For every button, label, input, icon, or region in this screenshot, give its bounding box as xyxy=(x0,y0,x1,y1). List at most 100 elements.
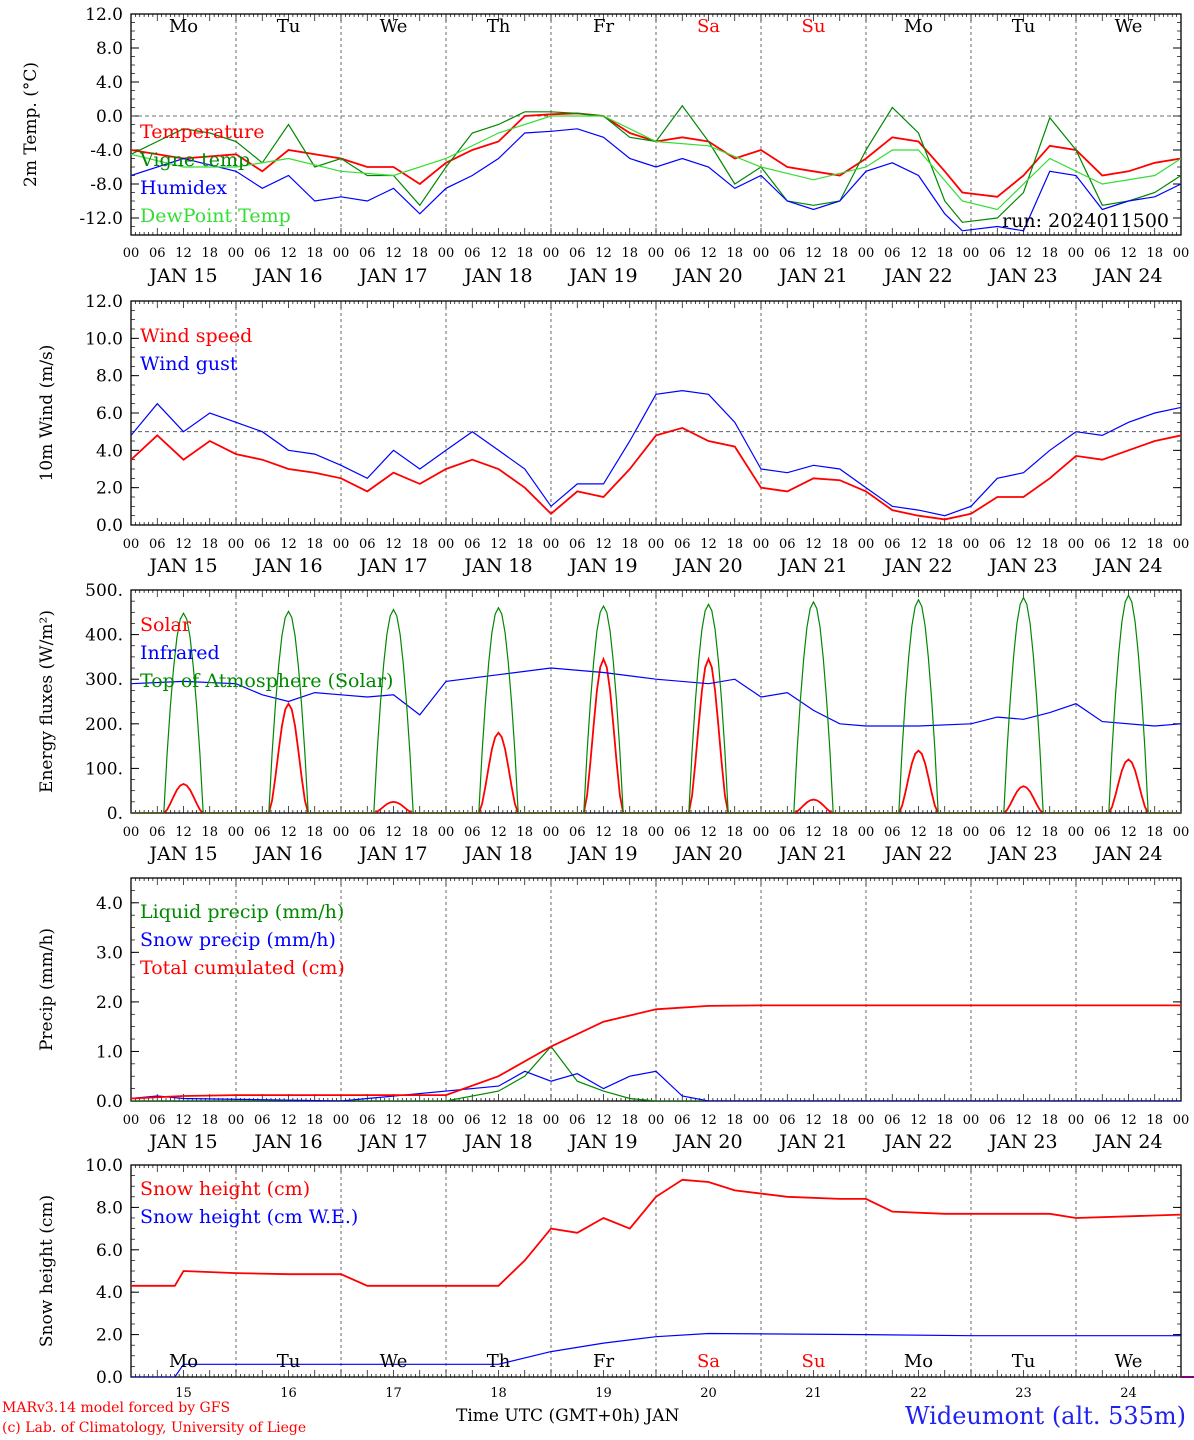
hour-tick-label: 06 xyxy=(1094,825,1111,840)
hour-tick-label: 12 xyxy=(490,537,507,552)
hour-tick-label: 18 xyxy=(726,825,743,840)
hour-tick-label: 12 xyxy=(910,537,927,552)
day-number-label: 19 xyxy=(595,1386,612,1401)
y-tick-label: -4.0 xyxy=(90,141,123,161)
hour-tick-label: 06 xyxy=(779,825,796,840)
y-tick-label: 8.0 xyxy=(96,1198,123,1218)
panel-5: 10.0 8.0 6.0 4.0 2.0 0.0 Snow height (cm) Snow … xyxy=(37,1156,1194,1401)
hour-tick-label: 00 xyxy=(1068,537,1085,552)
y-tick-label: 12.0 xyxy=(85,292,123,312)
hour-tick-label: 18 xyxy=(1041,825,1058,840)
y-tick-label: 2.0 xyxy=(96,479,123,499)
date-label: JAN 22 xyxy=(882,265,952,287)
hour-tick-label: 12 xyxy=(805,1113,822,1128)
day-number-label: 23 xyxy=(1015,1386,1032,1401)
hour-tick-label: 06 xyxy=(674,246,691,261)
y-tick-label: 4.0 xyxy=(96,441,123,461)
date-label: JAN 24 xyxy=(1092,843,1162,865)
hour-tick-label: 12 xyxy=(805,825,822,840)
legend-entry: Top of Atmosphere (Solar) xyxy=(140,670,393,692)
hour-tick-label: 00 xyxy=(963,825,980,840)
hour-tick-label: 00 xyxy=(1173,246,1190,261)
series-line-dewpoint-temp xyxy=(131,115,1181,211)
series-line-wind-gust xyxy=(131,389,1181,517)
hour-tick-label: 00 xyxy=(753,537,770,552)
hour-tick-label: 12 xyxy=(1120,1113,1137,1128)
date-label: JAN 18 xyxy=(462,265,532,287)
weekday-label: We xyxy=(380,16,408,37)
legend-entry: Snow precip (mm/h) xyxy=(140,929,336,951)
hour-tick-label: 18 xyxy=(516,825,533,840)
hour-tick-label: 18 xyxy=(726,537,743,552)
date-label: JAN 19 xyxy=(567,555,637,577)
series-line-wind-speed xyxy=(131,426,1181,521)
hour-tick-label: 06 xyxy=(464,246,481,261)
panel-3: 500. 400. 300. 200. 100. 0. Energy fluxes (W/m… xyxy=(37,581,1189,865)
y-tick-label: 6.0 xyxy=(96,1241,123,1261)
hour-tick-label: 18 xyxy=(411,825,428,840)
hour-tick-label: 18 xyxy=(621,825,638,840)
hour-tick-label: 00 xyxy=(228,1113,245,1128)
hour-tick-label: 12 xyxy=(700,246,717,261)
hour-tick-label: 12 xyxy=(910,825,927,840)
hour-tick-label: 12 xyxy=(1120,825,1137,840)
hour-tick-label: 12 xyxy=(280,246,297,261)
y-tick-label: 300. xyxy=(85,670,123,690)
hour-tick-label: 18 xyxy=(516,1113,533,1128)
hour-tick-label: 00 xyxy=(858,1113,875,1128)
hour-tick-label: 18 xyxy=(1146,825,1163,840)
hour-tick-label: 00 xyxy=(438,1113,455,1128)
day-number-label: 24 xyxy=(1120,1386,1137,1401)
legend-entry: Wind gust xyxy=(140,353,238,375)
y-tick-label: 400. xyxy=(85,626,123,646)
hour-tick-label: 18 xyxy=(936,1113,953,1128)
hour-tick-label: 06 xyxy=(359,537,376,552)
hour-tick-label: 12 xyxy=(910,246,927,261)
hour-tick-label: 12 xyxy=(280,537,297,552)
hour-tick-label: 06 xyxy=(569,1113,586,1128)
hour-tick-label: 00 xyxy=(963,1113,980,1128)
legend-entry: Infrared xyxy=(140,642,220,664)
hour-tick-label: 00 xyxy=(1173,1113,1190,1128)
hour-tick-label: 06 xyxy=(989,537,1006,552)
hour-tick-label: 06 xyxy=(779,246,796,261)
hour-tick-label: 18 xyxy=(831,825,848,840)
hour-tick-label: 12 xyxy=(1015,246,1032,261)
legend-entry: Solar xyxy=(140,614,192,636)
hour-tick-label: 00 xyxy=(333,825,350,840)
station-name: Wideumont (alt. 535m) xyxy=(904,1402,1186,1430)
hour-tick-label: 12 xyxy=(595,537,612,552)
hour-tick-label: 06 xyxy=(149,1113,166,1128)
hour-tick-label: 00 xyxy=(438,246,455,261)
y-tick-label: 200. xyxy=(85,715,123,735)
hour-tick-label: 12 xyxy=(1015,1113,1032,1128)
hour-tick-label: 06 xyxy=(674,1113,691,1128)
y-tick-label: 3.0 xyxy=(96,943,123,963)
hour-tick-label: 06 xyxy=(884,825,901,840)
date-label: JAN 21 xyxy=(777,843,847,865)
hour-tick-label: 06 xyxy=(989,825,1006,840)
hour-tick-label: 18 xyxy=(516,246,533,261)
series-line-snow-height-cm xyxy=(131,1178,1181,1287)
date-label: JAN 17 xyxy=(357,843,427,865)
weekday-label: Tu xyxy=(1012,16,1036,37)
hour-tick-label: 06 xyxy=(464,1113,481,1128)
date-label: JAN 19 xyxy=(567,843,637,865)
weekday-label: Su xyxy=(802,1351,826,1372)
day-number-label: 20 xyxy=(700,1386,717,1401)
hour-tick-label: 00 xyxy=(858,246,875,261)
hour-tick-label: 00 xyxy=(333,246,350,261)
series-line-snow-precip-mm-h xyxy=(131,1070,1181,1101)
hour-tick-label: 12 xyxy=(385,825,402,840)
hour-tick-label: 06 xyxy=(569,825,586,840)
hour-tick-label: 00 xyxy=(648,1113,665,1128)
series-group xyxy=(131,1178,1181,1377)
legend-entry: Wind speed xyxy=(140,325,252,347)
hour-tick-label: 00 xyxy=(648,537,665,552)
date-label: JAN 16 xyxy=(252,555,322,577)
hour-tick-label: 00 xyxy=(753,246,770,261)
day-number-label: 17 xyxy=(385,1386,402,1401)
series-line-liquid-precip-mm-h xyxy=(131,1045,1181,1101)
legend-entry: Total cumulated (cm) xyxy=(140,957,345,979)
hour-tick-label: 00 xyxy=(228,246,245,261)
